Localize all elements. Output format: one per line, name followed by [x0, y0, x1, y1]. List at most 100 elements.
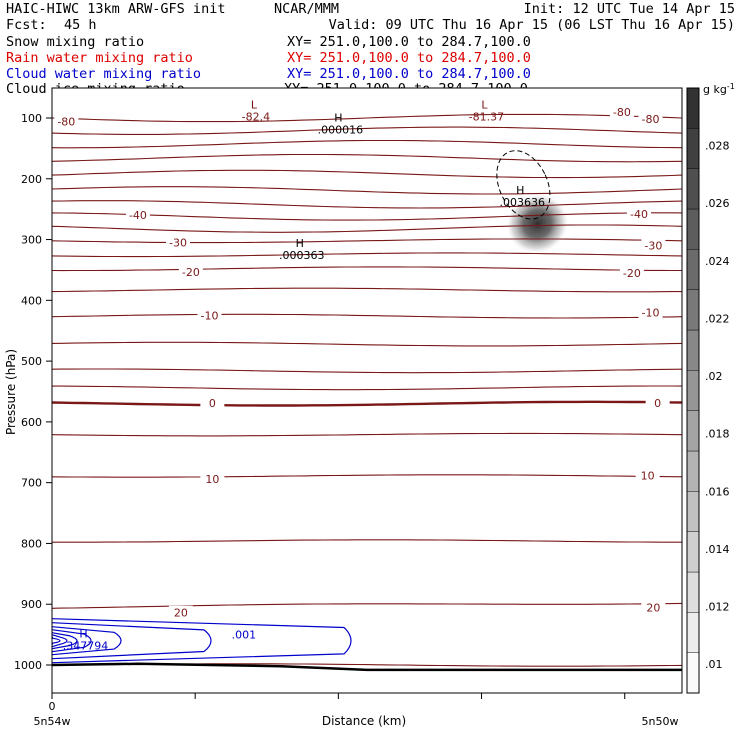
- contour-label-bg: [168, 605, 193, 619]
- cloud-water-contour-label: .001: [232, 629, 257, 642]
- x-start-location: 5n54w: [34, 715, 71, 728]
- colorbar-bin: [686, 410, 700, 452]
- extremum-marker: H: [296, 237, 304, 250]
- cloud-water-contour: [51, 634, 68, 648]
- contour-label-bg: [229, 627, 258, 641]
- colorbar-bin: [686, 450, 700, 492]
- colorbar-units: g kg-1: [703, 82, 735, 96]
- contour-label-bg: [627, 207, 652, 221]
- field-name-snow: Snow mixing ratio: [6, 34, 144, 50]
- contour-label-bg: [641, 600, 666, 614]
- colorbar-bin: [686, 571, 700, 613]
- temperature-contour: [51, 474, 683, 478]
- contour-labels: -80 -80 -80 -40 -40 -30 -30 -20 -20 -10 -10 0 0 10 10 2…: [54, 104, 670, 642]
- contour-label-bg: [619, 265, 644, 279]
- extremum-marker: L: [481, 98, 488, 111]
- x-end-location: 5n50w: [642, 715, 679, 728]
- cloud-ice-contour: [496, 150, 551, 220]
- colorbar-bin: [686, 531, 700, 573]
- extremum-value: -82.4: [242, 110, 270, 123]
- temperature-contour-label: 0: [654, 397, 661, 410]
- y-tick-label: 500: [21, 355, 42, 368]
- colorbar-bin: [686, 370, 700, 411]
- contour-label-bg: [641, 238, 666, 252]
- extremum-marker: H: [79, 628, 87, 641]
- contour-label-bg: [638, 305, 663, 319]
- extremum-value: .003636: [499, 196, 545, 209]
- temperature-contour-label: 10: [205, 473, 219, 486]
- forecast-hours: 45 h: [64, 17, 97, 33]
- field-xy-snow: XY= 251.0,100.0 to 284.7,100.0: [287, 34, 531, 50]
- cloud-water-contour: [51, 622, 212, 660]
- contour-label-bg: [166, 235, 190, 249]
- temperature-contour-label: -40: [129, 209, 147, 222]
- y-tick-label: 300: [21, 234, 42, 247]
- temperature-contour-label: -20: [182, 266, 200, 279]
- extremum-value: .347794: [63, 640, 109, 653]
- plot-background: [52, 88, 682, 693]
- temperature-contour-label: -10: [201, 310, 219, 323]
- y-tick-label: 400: [21, 294, 42, 307]
- cloud-water-contours: [51, 618, 352, 664]
- cloud-water-contour: [51, 636, 61, 646]
- colorbar-bin: [686, 652, 700, 694]
- colorbar-tick-label: .02: [705, 370, 723, 383]
- contour-label-bg: [638, 112, 663, 126]
- temperature-contour: [51, 224, 683, 233]
- colorbar-bin: [686, 289, 700, 331]
- temperature-contour: [52, 539, 682, 543]
- colorbar-bin: [686, 491, 700, 532]
- temperature-contour: [51, 212, 683, 221]
- temperature-contour: [51, 113, 683, 123]
- y-tick-label: 1000: [14, 659, 42, 672]
- temperature-contour: [51, 252, 683, 258]
- colorbar-bin: [686, 612, 700, 653]
- extremum-value: -81.37: [469, 110, 504, 123]
- temperature-contour: [51, 432, 683, 437]
- y-tick-label: 800: [21, 537, 42, 550]
- org-label: NCAR/MMM: [274, 1, 339, 17]
- colorbar-tick-label: .018: [705, 428, 730, 441]
- temperature-contour: [51, 368, 683, 374]
- extremum-marker: H: [516, 184, 524, 197]
- temperature-contour: [51, 169, 683, 179]
- colorbar-tick-label: .028: [705, 140, 730, 153]
- cloud-water-contour: [51, 626, 122, 656]
- temperature-contour-label: -30: [169, 237, 187, 250]
- temperature-contour: [52, 385, 683, 391]
- cloud-water-contour: [51, 629, 92, 653]
- cloud-ice-contour-line: [496, 150, 551, 220]
- field-xy-cloud-water: XY= 251.0,100.0 to 284.7,100.0: [287, 66, 531, 82]
- temperature-contour-label: -20: [623, 267, 641, 280]
- terrain-surface-line: [51, 662, 682, 672]
- colorbar-bin: [686, 249, 700, 290]
- temperature-contour: [51, 126, 683, 135]
- extremum-marker: L: [251, 98, 258, 111]
- extrema-labels: L-82.4L-81.37H.000016H.000363H.003636H.3…: [63, 98, 545, 652]
- colorbar: .01 .012 .014 .016 .018 .02 .022 .024 .026 .028: [686, 87, 730, 694]
- y-axis-label: Pressure (hPa): [4, 349, 18, 435]
- y-axis: 100 200 300 400 500 600 700 800 900 1000: [14, 112, 52, 672]
- colorbar-tick-label: .016: [705, 485, 730, 498]
- contour-label-bg: [197, 308, 222, 322]
- temperature-contour: [51, 341, 683, 347]
- colorbar-frame: [686, 87, 700, 694]
- y-tick-label: 900: [21, 598, 42, 611]
- temperature-contour: [51, 186, 683, 195]
- temperature-contour: [51, 400, 683, 407]
- extremum-marker: H: [334, 112, 342, 125]
- contour-label-bg: [200, 472, 225, 486]
- colorbar-tick-label: .026: [705, 197, 730, 210]
- temperature-contour: [51, 238, 683, 244]
- temperature-contour: [51, 313, 683, 319]
- temperature-contour-label: -80: [57, 116, 75, 129]
- contour-label-bg: [178, 264, 203, 278]
- temperature-contour-label: -10: [642, 306, 660, 319]
- temperature-contour: [51, 602, 683, 609]
- temperature-contour: [51, 153, 683, 163]
- y-tick-label: 100: [21, 112, 42, 125]
- init-time: Init: 12 UTC Tue 14 Apr 15: [524, 1, 735, 17]
- colorbar-tick-label: .024: [705, 255, 730, 268]
- contour-label-bg: [635, 468, 660, 482]
- temperature-contours: [51, 113, 683, 667]
